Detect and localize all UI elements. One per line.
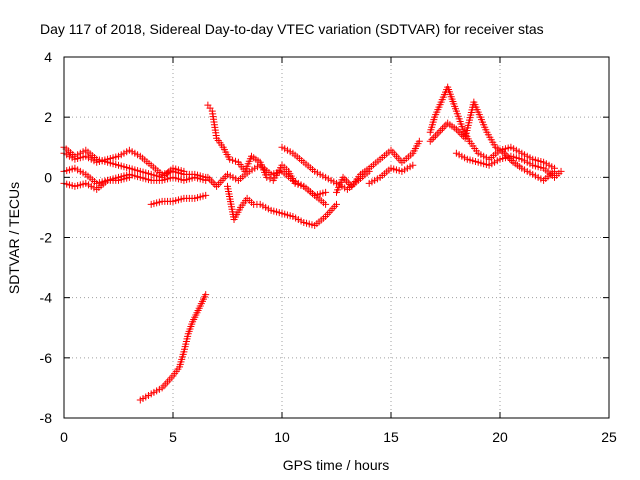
data-points	[60, 83, 565, 404]
data-point-marker	[180, 167, 188, 175]
data-point-marker	[339, 173, 347, 181]
x-tick-label: 10	[274, 429, 290, 445]
data-point-marker	[231, 157, 239, 165]
data-point-marker	[438, 125, 446, 133]
data-point-marker	[426, 137, 434, 145]
axis-ticks: 0 5 10 15 20 25 -8 -6 -4 -2 0 2 4	[40, 49, 617, 445]
data-point-marker	[226, 155, 234, 163]
series-track-g	[204, 101, 330, 199]
data-point-marker	[263, 173, 271, 181]
series-track-j	[278, 143, 373, 193]
data-point-marker	[346, 181, 354, 189]
data-point-marker	[551, 167, 558, 175]
data-point-marker	[207, 177, 215, 185]
data-point-marker	[435, 128, 443, 136]
y-tick-label: -6	[40, 350, 53, 366]
x-tick-label: 5	[169, 429, 177, 445]
data-point-marker	[415, 137, 423, 145]
data-point-marker	[202, 291, 210, 299]
y-tick-label: -8	[40, 410, 53, 426]
y-tick-label: 4	[44, 49, 52, 65]
y-tick-label: 0	[44, 169, 52, 185]
series-track-m	[426, 83, 558, 172]
grid	[64, 57, 609, 418]
series-track-d	[60, 173, 133, 193]
x-tick-label: 0	[60, 429, 68, 445]
series-track-o	[452, 149, 565, 181]
data-point-marker	[322, 200, 330, 208]
series-track-c	[60, 143, 188, 181]
series-track-l	[365, 161, 417, 187]
series-track-e	[147, 191, 210, 208]
data-point-marker	[266, 175, 274, 183]
series-track-n	[426, 98, 558, 184]
x-tick-label: 20	[492, 429, 508, 445]
y-axis-label: SDTVAR / TECUs	[6, 182, 22, 294]
data-point-marker	[343, 177, 351, 185]
data-point-marker	[456, 129, 464, 137]
data-point-marker	[202, 191, 210, 199]
data-point-marker	[125, 173, 133, 181]
data-point-marker	[431, 132, 439, 140]
data-point-marker	[428, 135, 436, 143]
data-point-marker	[452, 125, 460, 133]
data-point-marker	[209, 179, 217, 187]
data-point-marker	[458, 131, 466, 139]
data-point-marker	[430, 134, 438, 142]
x-axis-label: GPS time / hours	[283, 457, 390, 473]
series-track-k	[333, 137, 423, 196]
data-point-marker	[409, 161, 417, 169]
data-point-marker	[437, 126, 445, 134]
data-point-marker	[440, 123, 448, 131]
data-point-marker	[500, 149, 508, 157]
x-tick-label: 25	[601, 429, 617, 445]
series-track-f	[136, 291, 210, 404]
data-point-marker	[433, 130, 441, 138]
y-tick-label: 2	[44, 109, 52, 125]
y-tick-label: -4	[40, 290, 53, 306]
data-point-marker	[206, 175, 214, 183]
data-point-marker	[344, 179, 352, 187]
y-tick-label: -2	[40, 230, 53, 246]
data-point-marker	[454, 127, 462, 135]
data-point-marker	[229, 156, 237, 164]
data-point-marker	[204, 173, 212, 181]
x-tick-label: 15	[383, 429, 399, 445]
data-point-marker	[557, 167, 565, 175]
series-track-i	[204, 161, 330, 208]
data-point-marker	[322, 188, 330, 196]
data-point-marker	[341, 175, 349, 183]
data-point-marker	[333, 200, 340, 208]
series-track-h	[224, 182, 340, 229]
chart-title: Day 117 of 2018, Sidereal Day-to-day VTE…	[40, 21, 544, 37]
